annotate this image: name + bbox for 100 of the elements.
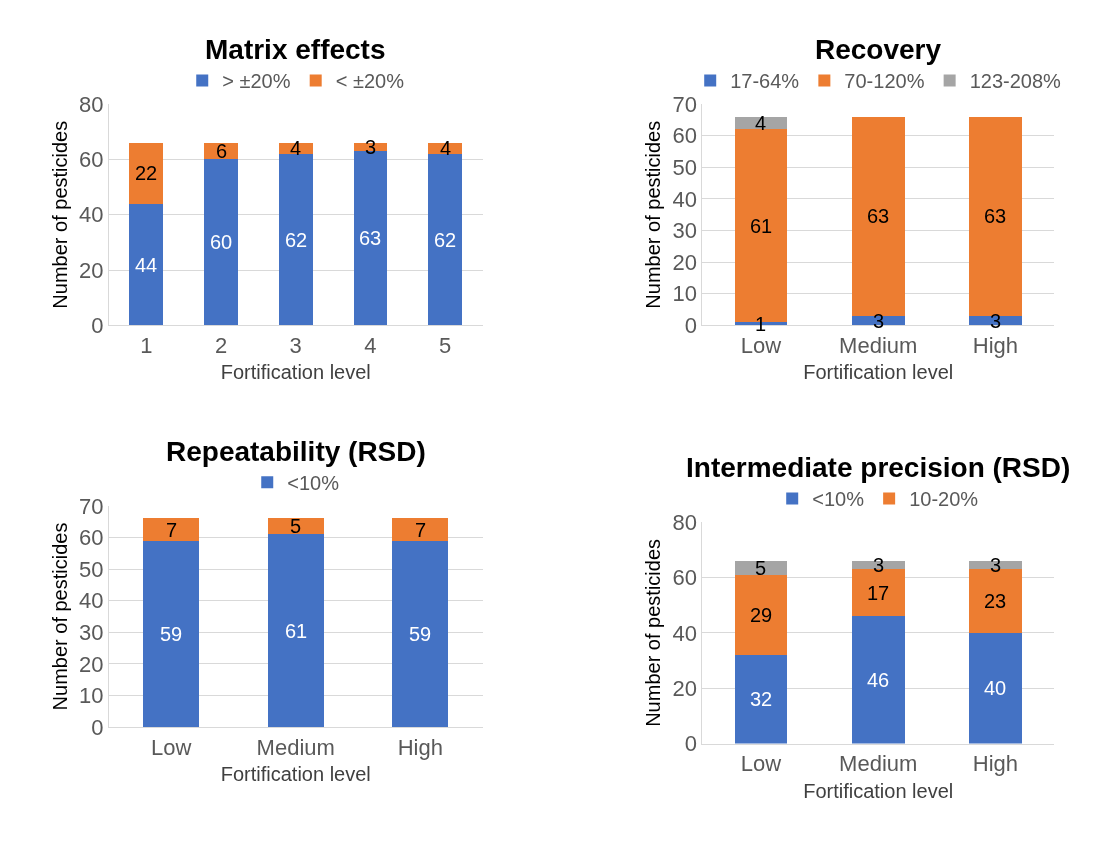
bar (392, 518, 449, 541)
x-tick-label: Low (740, 332, 782, 358)
bar (278, 153, 313, 326)
bar (969, 116, 1022, 316)
y-tick-label: 30 (79, 620, 104, 646)
bar (734, 574, 788, 656)
data-label: 63 (867, 205, 890, 227)
data-label: 7 (166, 519, 178, 541)
y-tick-label: 20 (672, 675, 697, 701)
chart-title: Matrix effects (205, 34, 386, 65)
data-label: 44 (135, 254, 158, 276)
y-tick-label: 0 (684, 313, 697, 339)
x-axis-title: Fortification level (803, 361, 954, 384)
chart-title: Intermediate precision (RSD) (686, 452, 1071, 483)
data-label: 5 (755, 557, 767, 579)
y-axis-title: Number of pesticides (641, 538, 664, 727)
x-tick-label: Medium (839, 751, 918, 776)
legend-label: 123-208% (969, 70, 1062, 93)
y-tick-label: 60 (79, 147, 104, 173)
x-tick-label: High (397, 734, 443, 760)
data-label: 1 (755, 313, 767, 335)
bar (143, 518, 200, 541)
legend-label: <10% (812, 488, 865, 511)
data-label: 4 (440, 137, 452, 159)
bar (129, 203, 164, 326)
bar (969, 632, 1022, 744)
y-tick-label: 50 (79, 556, 104, 582)
data-label: 5 (290, 515, 302, 537)
x-tick-label: 3 (289, 332, 302, 358)
y-tick-label: 20 (79, 257, 104, 283)
y-tick-label: 40 (79, 202, 104, 228)
y-tick-label: 40 (79, 588, 104, 614)
bar (392, 540, 449, 728)
data-label: 62 (434, 229, 457, 251)
data-label: 60 (210, 231, 233, 253)
y-tick-label: 0 (684, 731, 697, 757)
y-tick-label: 0 (91, 714, 104, 740)
bar (129, 142, 164, 204)
bar (428, 153, 463, 326)
bar (143, 540, 200, 728)
data-label: 59 (160, 623, 183, 645)
y-tick-label: 10 (79, 683, 104, 709)
y-tick-label: 60 (79, 525, 104, 551)
y-tick-label: 0 (91, 313, 104, 339)
data-label: 22 (135, 162, 158, 184)
data-label: 59 (409, 623, 432, 645)
y-tick-label: 70 (79, 493, 104, 519)
y-tick-label: 10 (672, 281, 697, 307)
y-tick-label: 70 (672, 91, 697, 117)
chart-title: Repeatability (RSD) (166, 436, 426, 467)
chart-title: Recovery (815, 34, 942, 65)
y-tick-label: 40 (672, 186, 697, 212)
data-label: 6 (216, 140, 228, 162)
data-label: 17 (867, 582, 890, 604)
y-tick-label: 80 (79, 91, 104, 117)
data-label: 63 (984, 205, 1007, 227)
legend-label: < ±20% (335, 70, 405, 93)
x-tick-label: Medium (839, 332, 918, 358)
y-axis-title: Number of pesticides (48, 522, 71, 711)
data-label: 23 (984, 590, 1007, 612)
y-axis-title: Number of pesticides (48, 120, 71, 309)
bar (204, 159, 238, 326)
x-tick-label: Medium (256, 734, 335, 760)
data-label: 7 (415, 519, 427, 541)
x-tick-label: Low (740, 751, 782, 776)
y-tick-label: 20 (79, 651, 104, 677)
legend-label: 17-64% (730, 70, 800, 93)
y-axis-title: Number of pesticides (641, 120, 664, 309)
y-tick-label: 20 (672, 249, 697, 275)
y-tick-label: 40 (672, 620, 697, 646)
x-tick-label: Low (151, 734, 192, 760)
x-tick-label: 2 (214, 332, 228, 358)
x-axis-title: Fortification level (803, 779, 954, 802)
bar (851, 116, 905, 316)
x-tick-label: 4 (364, 332, 377, 358)
legend-label: <10% (287, 472, 340, 494)
bar (734, 655, 788, 744)
bar (267, 534, 324, 728)
y-tick-label: 80 (672, 509, 697, 535)
y-tick-label: 60 (672, 565, 697, 591)
data-label: 62 (285, 229, 308, 251)
y-tick-label: 30 (672, 218, 697, 244)
data-label: 61 (285, 620, 308, 642)
legend-label: 10-20% (909, 488, 979, 511)
x-axis-title: Fortification level (220, 361, 371, 384)
data-label: 29 (750, 604, 773, 626)
x-axis-title: Fortification level (220, 763, 371, 786)
y-tick-label: 50 (672, 154, 697, 180)
data-label: 61 (750, 215, 773, 237)
data-label: 32 (750, 688, 773, 710)
x-tick-label: 5 (439, 332, 452, 358)
data-label: 4 (755, 112, 767, 134)
bar (851, 616, 905, 744)
x-tick-label: High (972, 332, 1019, 358)
legend-label: > ±20% (222, 70, 291, 93)
bar (267, 518, 324, 535)
data-label: 40 (984, 677, 1007, 699)
data-label: 4 (290, 137, 302, 159)
y-tick-label: 60 (672, 123, 697, 149)
data-label: 46 (867, 669, 890, 691)
